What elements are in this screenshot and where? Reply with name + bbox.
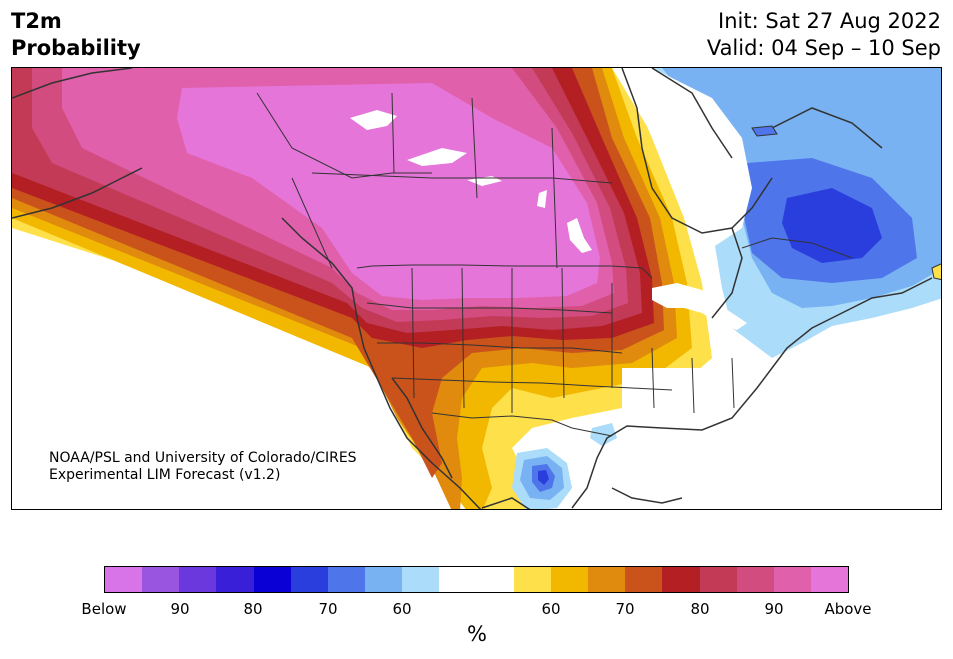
colorbar-swatch-14 — [625, 567, 663, 592]
colorbar-swatch-11 — [513, 567, 551, 592]
colorbar-swatch-9 — [439, 567, 477, 592]
colorbar-swatch-5 — [290, 567, 328, 592]
colorbar-swatch-18 — [773, 567, 811, 592]
credit-line-2: Experimental LIM Forecast (v1.2) — [49, 467, 281, 483]
gulf-white — [622, 368, 782, 453]
region-above-max — [177, 83, 600, 300]
island-baffin-fragment — [751, 125, 778, 137]
colorbar-swatch-0 — [105, 567, 143, 592]
lake-winnipeg — [567, 218, 592, 253]
colorbar-swatch-16 — [699, 567, 737, 592]
lake-great-bear — [350, 110, 397, 130]
tick-below-70: 70 — [318, 600, 338, 618]
hudson-bay-white — [612, 68, 752, 248]
valid-range: Valid: 04 Sep – 10 Sep — [706, 36, 941, 60]
colorbar-unit-label: % — [467, 622, 487, 646]
colorbar-swatch-7 — [365, 567, 403, 592]
init-date: Init: Sat 27 Aug 2022 — [718, 9, 941, 33]
lake-small — [537, 190, 547, 208]
forecast-map — [11, 67, 942, 510]
colorbar-swatch-19 — [810, 567, 849, 592]
tick-below-60: 60 — [392, 600, 412, 618]
colorbar-swatch-2 — [179, 567, 217, 592]
lake-great-slave — [407, 148, 467, 166]
map-svg — [12, 68, 941, 509]
great-lakes — [652, 283, 747, 330]
region-below-70-mx — [538, 470, 549, 485]
map-title: T2m Probability — [11, 9, 141, 60]
colorbar-swatch-13 — [588, 567, 626, 592]
colorbar-swatch-12 — [550, 567, 589, 592]
colorbar-swatch-4 — [253, 567, 291, 592]
tick-above-80: 80 — [690, 600, 710, 618]
tick-below-80: 80 — [243, 600, 263, 618]
credit-text: NOAA/PSL and University of Colorado/CIRE… — [49, 450, 357, 484]
colorbar-swatch-3 — [216, 567, 254, 592]
tick-below-90: 90 — [170, 600, 190, 618]
colorbar-swatch-15 — [662, 567, 700, 592]
tick-above: Above — [824, 600, 872, 618]
colorbar — [104, 566, 849, 593]
coastlines — [12, 68, 933, 509]
forecast-dates: Init: Sat 27 Aug 2022 Valid: 04 Sep – 10… — [707, 8, 941, 62]
region-below-70-ne — [782, 188, 882, 263]
colorbar-swatch-10 — [476, 567, 514, 592]
colorbar-swatch-17 — [736, 567, 774, 592]
credit-line-1: NOAA/PSL and University of Colorado/CIRE… — [49, 450, 357, 466]
islands — [931, 263, 941, 281]
colorbar-swatch-8 — [402, 567, 440, 592]
tick-above-60: 60 — [541, 600, 561, 618]
colorbar-swatch-1 — [142, 567, 180, 592]
borders — [256, 92, 853, 437]
tick-above-90: 90 — [764, 600, 784, 618]
tick-below: Below — [81, 600, 127, 618]
colorbar-swatch-6 — [327, 567, 366, 592]
tick-above-70: 70 — [615, 600, 635, 618]
